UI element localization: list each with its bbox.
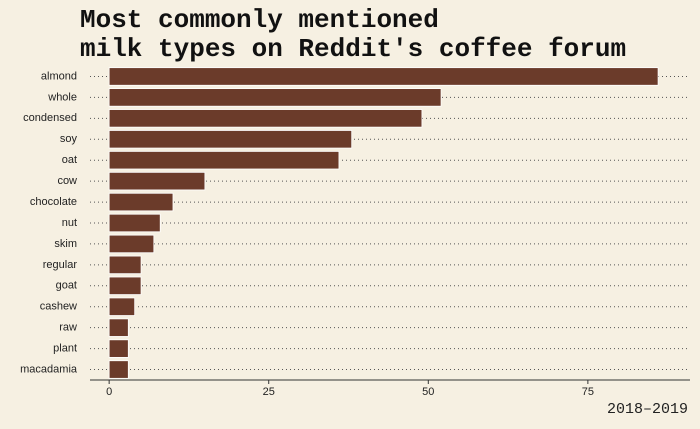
y-tick-label: cashew	[40, 301, 77, 313]
y-tick-label: almond	[41, 70, 77, 82]
chart-title: milk types on Reddit's coffee forum	[80, 34, 626, 64]
bar	[108, 213, 161, 233]
y-tick-label: chocolate	[30, 196, 77, 208]
bar	[108, 67, 659, 86]
x-tick-label: 50	[422, 386, 434, 398]
x-tick-label: 75	[582, 386, 594, 398]
bar	[108, 318, 129, 337]
y-tick-label: condensed	[23, 112, 77, 124]
x-tick-label: 0	[106, 386, 112, 398]
y-tick-label: goat	[56, 280, 77, 292]
caption: 2018–2019	[607, 401, 688, 418]
x-tick-label: 25	[263, 386, 275, 398]
bar	[108, 276, 142, 295]
y-tick-label: nut	[62, 217, 77, 229]
chart-title: Most commonly mentioned	[80, 5, 439, 35]
y-tick-label: whole	[47, 91, 77, 103]
bar	[108, 360, 129, 379]
y-tick-label: oat	[62, 154, 77, 166]
bar	[108, 255, 142, 275]
y-tick-label: cow	[57, 175, 77, 187]
y-tick-label: raw	[59, 322, 77, 334]
bar	[108, 151, 340, 170]
bar	[108, 109, 423, 128]
bar	[108, 234, 155, 254]
bar	[108, 192, 174, 212]
y-tick-label: macadamia	[20, 363, 78, 375]
bar	[108, 88, 442, 107]
y-tick-label: soy	[60, 133, 78, 145]
y-tick-label: skim	[54, 238, 77, 250]
y-tick-label: plant	[53, 343, 77, 355]
bar	[108, 339, 129, 358]
bar	[108, 130, 353, 149]
bar	[108, 171, 206, 191]
bar	[108, 297, 136, 316]
y-tick-label: regular	[43, 259, 78, 271]
